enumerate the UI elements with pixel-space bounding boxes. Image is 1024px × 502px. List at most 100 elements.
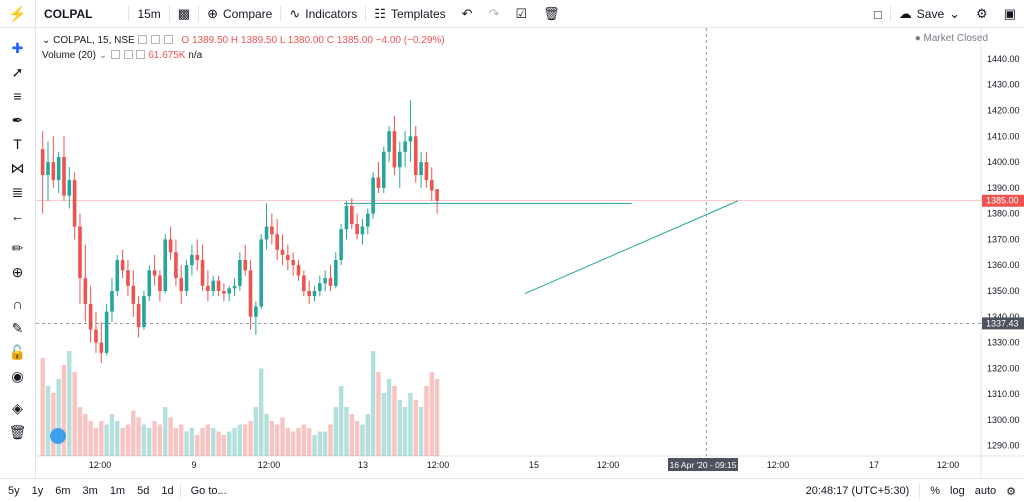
trash-icon[interactable]: 🗑 [543,5,560,21]
candle-body [270,226,274,235]
candle-body [136,303,141,328]
compare-button[interactable]: ⊕ Compare [199,0,280,28]
volume-bar [434,379,440,456]
divider [889,6,891,22]
legend-toggle-icon[interactable] [138,35,148,44]
candle-body [88,303,93,330]
range-3m[interactable]: 3m [82,484,98,497]
candle-body [296,265,301,276]
fib-icon[interactable]: ≡ [13,88,22,104]
range-1d[interactable]: 1d [161,484,174,497]
candle-body [195,254,200,261]
volume-bar [274,424,280,456]
crosshair-icon[interactable]: ✚ [11,39,24,56]
volume-bar [365,414,370,456]
interval-button[interactable]: 15m [137,6,161,21]
volume-bar [40,358,45,456]
price-tick-label: 1320.00 [987,363,1020,373]
volume-bar [77,407,83,456]
volume-bar [360,424,365,456]
pattern-icon[interactable]: ⋈ [10,159,25,176]
divider [365,5,367,22]
legend-settings-icon[interactable] [123,50,133,59]
volume-bar [221,435,227,456]
range-5y[interactable]: 5y [8,484,20,497]
price-tick-label: 1330.00 [987,338,1020,348]
volume-bar [312,435,317,456]
checkbox-icon[interactable]: ☑ [515,5,528,21]
volume-bar [168,417,173,456]
range-1y[interactable]: 1y [31,484,44,497]
range-1m[interactable]: 1m [109,484,126,497]
volume-bar [429,372,434,456]
price-chart[interactable]: 1440.00 1430.00 1420.00 1410.00 1400.00 1390.… [36,28,1024,478]
volume-bar [333,407,339,456]
candle-body [344,205,349,230]
undo-icon[interactable]: ↶ [461,5,473,21]
candles-icon[interactable]: ▩ [177,5,191,21]
magnet-icon[interactable]: ∩ [12,296,23,312]
ruler-icon[interactable]: ✏ [11,239,24,256]
trendline-icon[interactable]: ➚ [11,63,24,80]
save-button[interactable]: ☁ Save ⌄ [891,0,968,28]
candle-body [40,149,45,175]
lock-icon[interactable]: 🔓 [8,343,27,360]
time-tick-label: 12:00 [89,460,112,470]
price-tick-label: 1310.00 [987,389,1020,399]
gear-icon[interactable]: ⚙ [976,6,988,21]
volume-bar [424,386,429,456]
lightning-icon[interactable]: ⚡ [0,0,36,28]
volume-bar [147,428,152,456]
redo-icon[interactable]: ↷ [488,5,500,21]
legend-close-icon[interactable] [164,35,174,44]
volume-bar [93,428,99,456]
volume-bar [290,431,296,456]
candle-body [243,260,248,271]
log-toggle[interactable]: log [950,485,965,497]
legend-toggle-icon[interactable] [110,50,120,59]
zoom-icon[interactable]: ⊕ [11,263,24,280]
volume-bar [136,417,141,456]
volume-bar [120,428,125,456]
price-tick-label: 1300.00 [987,415,1020,425]
candle-body [51,162,56,181]
legend-close-icon[interactable] [136,50,146,59]
camera-icon[interactable]: ▣ [1003,6,1016,21]
indicators-button[interactable]: ∿ Indicators [281,0,365,28]
price-tick-label: 1370.00 [987,234,1020,244]
indicators-label: Indicators [305,6,358,21]
rising-trendline [524,200,739,295]
brush-icon[interactable]: ✒ [11,111,24,128]
candle-body [286,254,290,261]
cursor-time-label: 16 Apr '20 - 09:15 [670,460,737,470]
candle-body [222,290,226,294]
text-icon[interactable]: T [13,136,22,152]
eye-icon[interactable]: ◉ [11,367,24,384]
auto-toggle[interactable]: auto [974,485,997,497]
range-6m[interactable]: 6m [55,484,71,497]
measure-icon[interactable]: ≣ [11,183,24,200]
back-arrow-icon[interactable]: ← [10,208,25,224]
legend-settings-icon[interactable] [151,35,161,44]
time-tick-label: 12:00 [427,460,450,470]
templates-button[interactable]: ☷ Templates [366,0,453,28]
trash-icon[interactable]: 🗑 [8,423,27,440]
lock-draw-icon[interactable]: ✎ [11,319,24,336]
volume-bar [243,424,248,456]
volume-bar [179,424,184,456]
goto-button[interactable]: Go to... [190,484,227,497]
price-tick-label: 1400.00 [987,157,1020,167]
candle-body [259,239,263,307]
layout-icon[interactable]: □ [873,6,882,22]
percent-toggle[interactable]: % [930,485,941,497]
gear-icon[interactable]: ⚙ [1006,485,1016,498]
layers-icon[interactable]: ◈ [12,399,23,416]
cursor-time-badge [668,458,738,471]
symbol-search[interactable]: COLPAL [44,6,93,21]
volume-bar [349,414,355,456]
market-status: ● Market Closed [914,33,988,44]
volume-bar [253,407,259,456]
volume-bar [381,393,386,456]
range-5d[interactable]: 5d [137,484,150,497]
volume-bar [227,431,232,456]
